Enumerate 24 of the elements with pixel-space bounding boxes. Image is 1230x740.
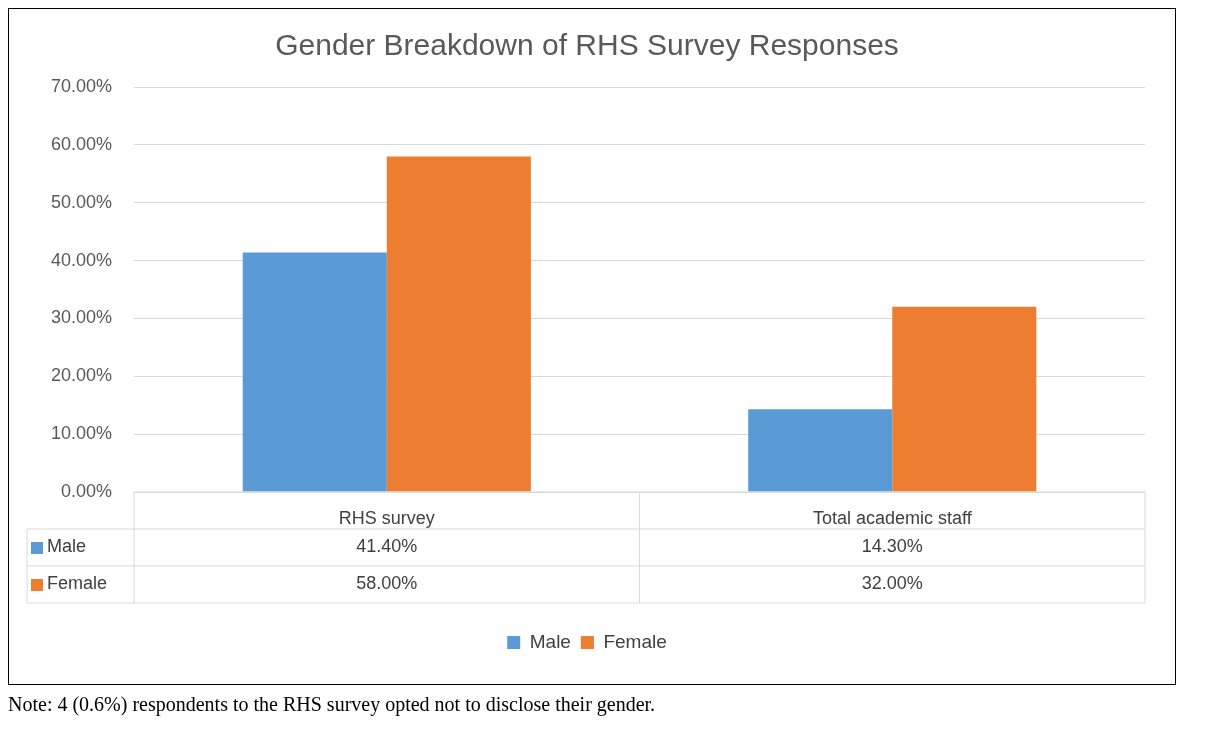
bar (242, 252, 387, 492)
text: Female (47, 573, 108, 594)
legend-label: Male (529, 630, 571, 652)
chart-title: Gender Breakdown of RHS Survey Responses (275, 28, 899, 62)
text: Male (47, 536, 87, 557)
y-tick-label: 40.00% (50, 249, 113, 270)
data-label: 14.30% (861, 536, 923, 557)
bar (386, 156, 531, 492)
y-tick-label: 0.00% (61, 480, 113, 501)
y-tick-label: 10.00% (50, 423, 113, 444)
legend-label: Female (603, 630, 667, 652)
bar (892, 306, 1037, 492)
bar (748, 409, 893, 492)
y-tick-label: 60.00% (50, 133, 113, 154)
x-tick-label: Total academic staff (812, 507, 973, 528)
text: Note: 4 (0.6%) respondents to the RHS survey opted not to disclose their gender. (8, 693, 657, 716)
y-tick-label: 70.00% (50, 75, 113, 96)
data-label: 58.00% (356, 573, 418, 594)
data-label: 41.40% (356, 536, 418, 557)
y-tick-label: 50.00% (50, 191, 113, 212)
data-label: 32.00% (861, 573, 923, 594)
x-tick-label: RHS survey (338, 507, 435, 528)
y-tick-label: 30.00% (50, 307, 113, 328)
y-tick-label: 20.00% (50, 365, 113, 386)
